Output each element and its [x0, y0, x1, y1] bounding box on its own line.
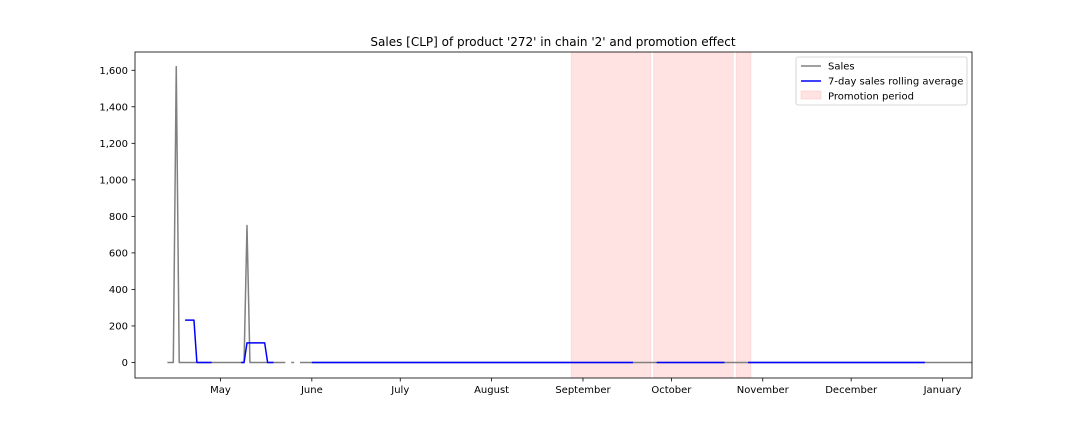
x-tick-label: June — [300, 385, 323, 396]
legend-rolling-label: 7-day sales rolling average — [828, 77, 963, 88]
y-tick-label: 1,600 — [99, 66, 128, 77]
promotion-periods — [570, 51, 752, 379]
sales-line-segment-1 — [167, 65, 221, 364]
x-tick-label: October — [651, 385, 692, 396]
rolling-average-line-segment-1 — [185, 319, 212, 364]
y-tick-label: 600 — [109, 248, 128, 259]
x-tick-label: August — [474, 385, 509, 396]
x-tick-label: May — [210, 385, 231, 396]
plot-frame — [134, 51, 973, 379]
legend-promotion-label: Promotion period — [828, 92, 914, 103]
y-tick-label: 400 — [109, 285, 128, 296]
x-axis: May June July August September October Novembe… — [210, 378, 962, 396]
legend-box — [795, 56, 968, 106]
promotion-period-2 — [653, 51, 734, 379]
x-tick-label: September — [555, 385, 611, 396]
legend-promotion-swatch — [800, 90, 822, 100]
x-tick-label: December — [825, 385, 878, 396]
promotion-period-3 — [735, 51, 752, 379]
legend: Sales 7-day sales rolling average Promot… — [795, 56, 968, 106]
promotion-period-1 — [570, 51, 652, 379]
y-tick-label: 1,200 — [99, 139, 128, 150]
x-tick-label: November — [737, 385, 790, 396]
y-tick-label: 1,000 — [99, 175, 128, 186]
y-tick-label: 200 — [109, 321, 128, 332]
rolling-average-line-segment-2 — [241, 342, 274, 364]
y-axis: 0 200 400 600 800 1,000 1,200 1,400 1,600 — [99, 66, 135, 369]
x-tick-label: July — [390, 385, 409, 396]
y-tick-label: 800 — [109, 212, 128, 223]
legend-sales-label: Sales — [828, 62, 855, 73]
x-tick-label: January — [923, 385, 962, 396]
y-tick-label: 0 — [122, 358, 128, 369]
series-lines — [167, 65, 972, 364]
chart-title: Sales [CLP] of product '272' in chain '2… — [370, 35, 735, 49]
y-tick-label: 1,400 — [99, 102, 128, 113]
sales-line-segment-2 — [220, 224, 286, 364]
